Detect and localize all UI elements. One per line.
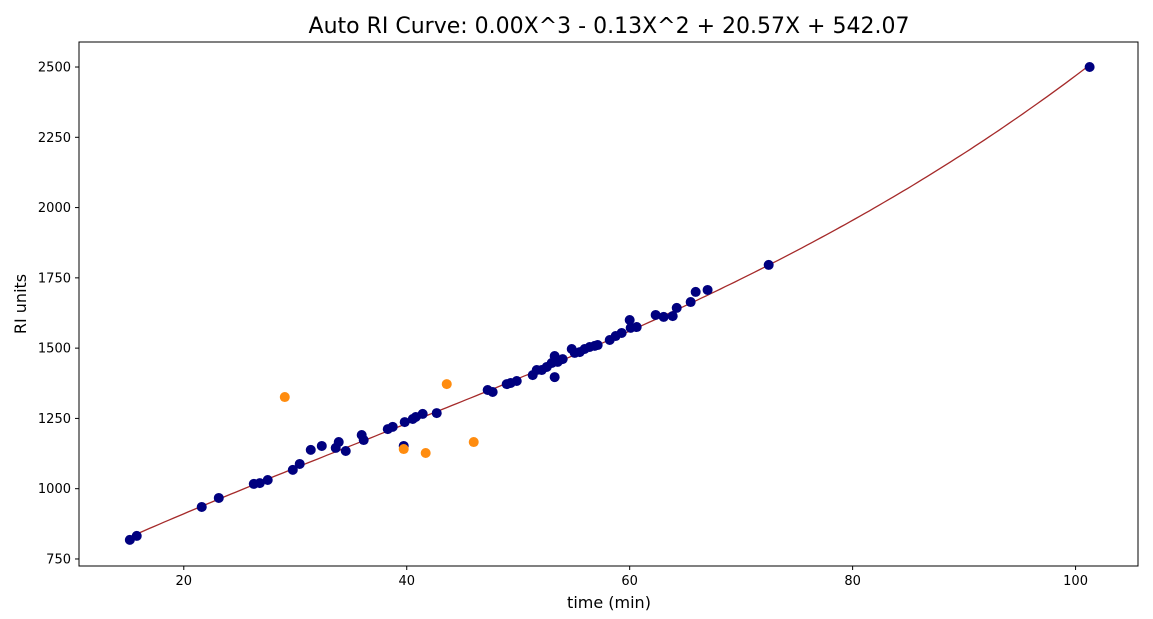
chart-title: Auto RI Curve: 0.00X^3 - 0.13X^2 + 20.57… — [309, 14, 910, 39]
standards-point — [358, 435, 369, 446]
standards-point — [316, 440, 327, 451]
standards-point — [333, 437, 344, 448]
standards-point — [213, 492, 224, 503]
standards-point — [690, 286, 701, 297]
x-tick-label: 100 — [1063, 574, 1088, 589]
outliers-point — [441, 379, 452, 390]
standards-point — [1084, 62, 1095, 73]
standards-point — [340, 446, 351, 457]
y-tick-label: 1500 — [38, 342, 71, 357]
outliers-point — [468, 437, 479, 448]
standards-point — [685, 297, 696, 308]
standards-point — [305, 444, 316, 455]
standards-point — [387, 421, 398, 432]
outliers-point — [420, 447, 431, 458]
standards-point — [624, 315, 635, 326]
x-tick-label: 80 — [844, 574, 861, 589]
x-tick-label: 60 — [621, 574, 638, 589]
standards-point — [511, 376, 522, 387]
y-axis-label: RI units — [11, 274, 30, 334]
standards-point — [763, 259, 774, 270]
y-tick-label: 1250 — [38, 412, 71, 427]
standards-point — [254, 478, 265, 489]
standards-point — [650, 309, 661, 320]
outliers-point — [279, 392, 290, 403]
standards-point — [549, 372, 560, 383]
y-tick-label: 750 — [46, 552, 71, 567]
plot-area — [78, 41, 1139, 567]
standards-point — [667, 311, 678, 322]
y-tick-label: 2000 — [38, 201, 71, 216]
x-axis-label: time (min) — [567, 593, 651, 612]
standards-point — [592, 340, 603, 351]
standards-point — [417, 408, 428, 419]
standards-point — [616, 327, 627, 338]
y-tick-label: 2250 — [38, 131, 71, 146]
standards-point — [658, 311, 669, 322]
standards-point — [631, 322, 642, 333]
fit-curve — [130, 64, 1091, 538]
standards-point — [431, 408, 442, 419]
standards-point — [287, 464, 298, 475]
outliers-point — [398, 444, 409, 455]
standards-point — [702, 284, 713, 295]
standards-point — [196, 501, 207, 512]
y-tick-label: 1750 — [38, 271, 71, 286]
x-tick-label: 40 — [398, 574, 415, 589]
standards-point — [557, 354, 568, 365]
y-tick-label: 1000 — [38, 482, 71, 497]
standards-point — [262, 474, 273, 485]
standards-point — [294, 458, 305, 469]
standards-point — [131, 530, 142, 541]
x-tick-label: 20 — [176, 574, 193, 589]
standards-point — [487, 386, 498, 397]
standards-point — [671, 302, 682, 313]
y-tick-label: 2500 — [38, 61, 71, 76]
standards-point — [399, 417, 410, 428]
